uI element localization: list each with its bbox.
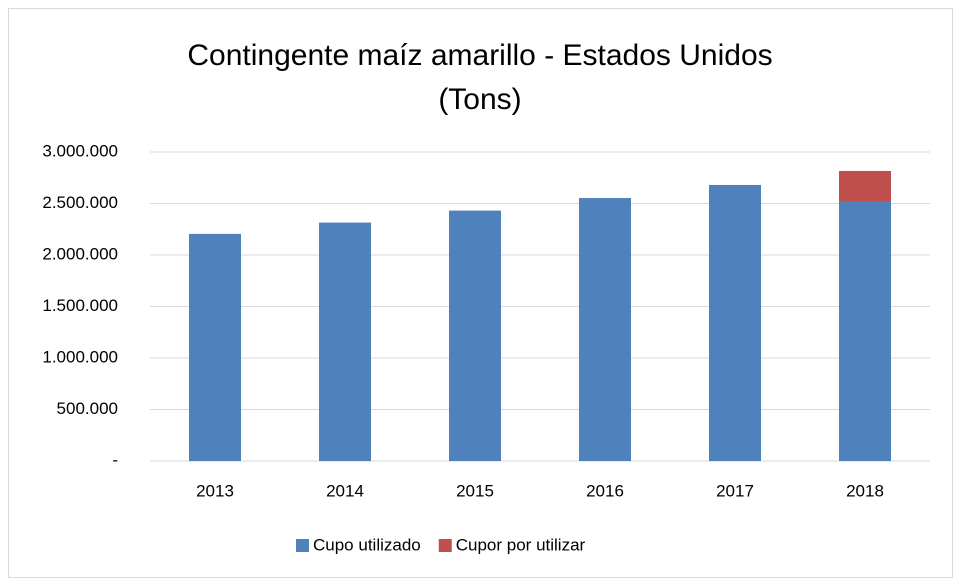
x-tick-label: 2016 bbox=[586, 481, 624, 500]
x-tick-label: 2018 bbox=[846, 481, 884, 500]
y-tick-label: - bbox=[112, 450, 118, 469]
y-tick-label: 500.000 bbox=[57, 399, 118, 418]
legend-swatch bbox=[296, 539, 309, 552]
y-tick-label: 2.000.000 bbox=[42, 244, 118, 263]
y-tick-label: 3.000.000 bbox=[42, 141, 118, 160]
chart-title: Contingente maíz amarillo - Estados Unid… bbox=[187, 39, 773, 116]
x-tick-label: 2015 bbox=[456, 481, 494, 500]
y-tick-label: 1.000.000 bbox=[42, 347, 118, 366]
bar bbox=[449, 210, 501, 461]
bar bbox=[709, 184, 761, 461]
legend-label: Cupo utilizado bbox=[313, 535, 421, 554]
legend-label: Cupor por utilizar bbox=[456, 535, 586, 554]
x-tick-label: 2013 bbox=[196, 481, 234, 500]
bar bbox=[579, 198, 631, 461]
bar bbox=[839, 201, 891, 461]
bar bbox=[839, 170, 891, 202]
bar bbox=[319, 222, 371, 461]
x-tick-label: 2014 bbox=[326, 481, 364, 500]
legend-swatch bbox=[438, 539, 452, 552]
bar bbox=[189, 233, 241, 461]
x-tick-label: 2017 bbox=[716, 481, 754, 500]
y-tick-label: 1.500.000 bbox=[42, 296, 118, 315]
y-tick-label: 2.500.000 bbox=[42, 193, 118, 212]
